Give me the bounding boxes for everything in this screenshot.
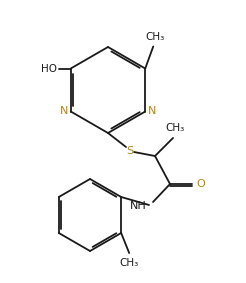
- Text: CH₃: CH₃: [146, 31, 165, 42]
- Text: S: S: [126, 146, 134, 156]
- Text: O: O: [196, 179, 205, 189]
- Text: CH₃: CH₃: [120, 258, 139, 268]
- Text: NH: NH: [130, 201, 147, 211]
- Text: N: N: [59, 106, 68, 117]
- Text: HO: HO: [41, 63, 57, 74]
- Text: CH₃: CH₃: [165, 123, 185, 133]
- Text: N: N: [148, 106, 157, 117]
